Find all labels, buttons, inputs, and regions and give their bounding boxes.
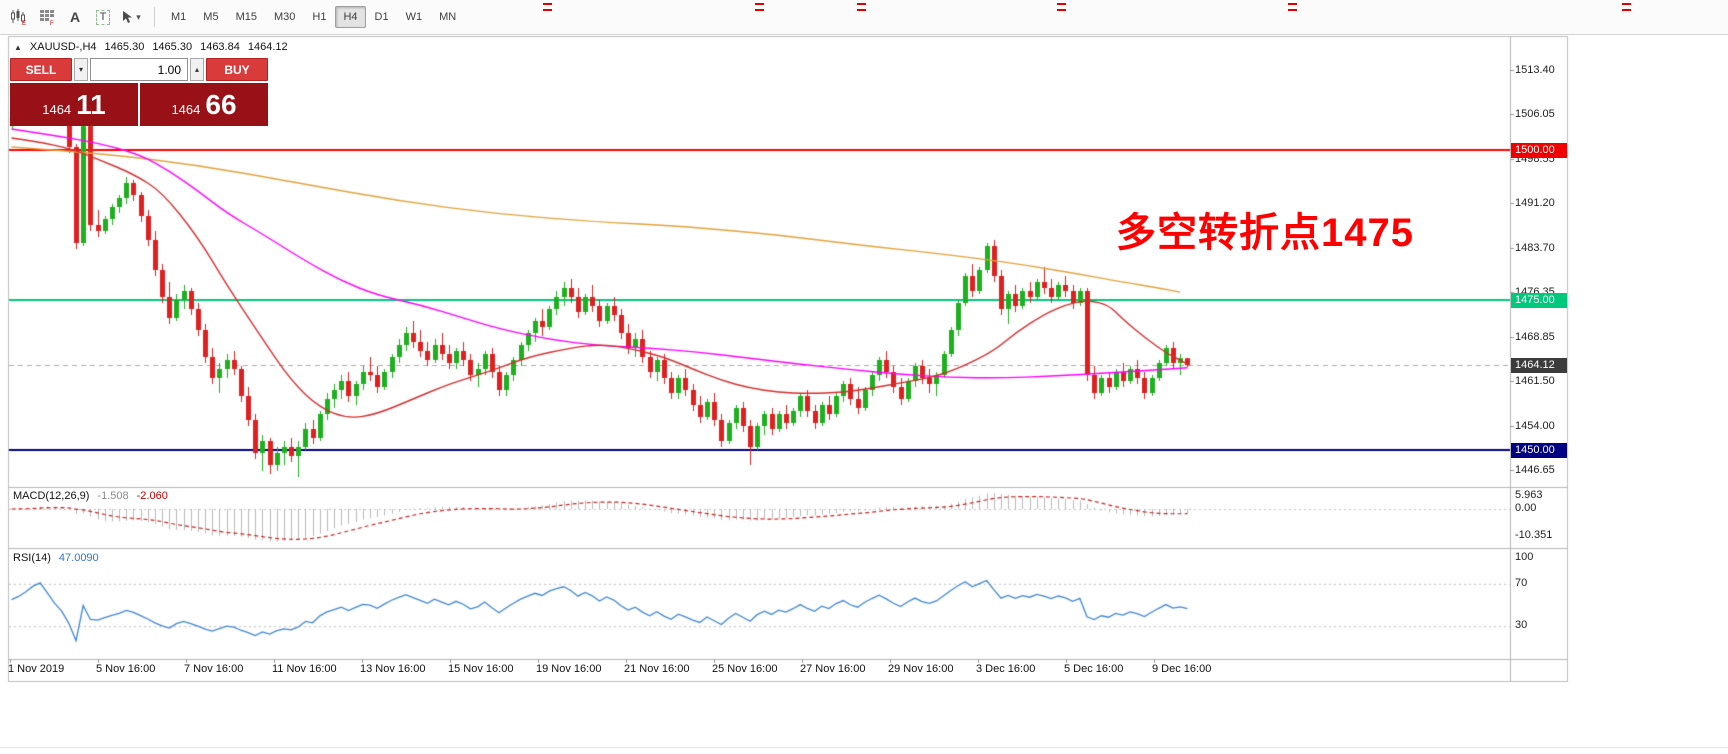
timeframe-button-m15[interactable]: M15 — [235, 11, 257, 23]
price-axis-label: 1483.70 — [1515, 241, 1555, 254]
timeframe-button-w1[interactable]: W1 — [405, 11, 423, 23]
rsi-axis-label: 30 — [1515, 619, 1528, 631]
chart-annotation-text[interactable]: 多空转折点1475 — [1116, 211, 1414, 255]
high-value: 1465.30 — [152, 41, 193, 53]
time-axis-label: 13 Nov 16:00 — [360, 663, 426, 675]
toolbar: E F A T ▾ M1 M5 M15 M30 H1 H4 D1 W1 MN — [0, 0, 1728, 35]
macd-indicator-label: MACD(12,26,9) -1.508 -2.060 — [13, 490, 168, 502]
timeframe-button-h4[interactable]: H4 — [335, 6, 366, 28]
price-axis-label: 1454.00 — [1515, 419, 1555, 432]
timeframe-button-d1[interactable]: D1 — [374, 11, 389, 23]
red-artifact-mark — [1288, 3, 1297, 11]
rsi-axis-label: 70 — [1515, 577, 1528, 589]
time-axis-label: 15 Nov 16:00 — [448, 663, 514, 675]
red-artifact-mark — [755, 3, 764, 11]
rsi-name: RSI(14) — [13, 552, 51, 564]
volume-down-icon: ▾ — [78, 65, 83, 74]
macd-name: MACD(12,26,9) — [13, 490, 90, 502]
timeframe-button-m30[interactable]: M30 — [273, 11, 296, 23]
time-axis-label: 29 Nov 16:00 — [888, 663, 954, 675]
sell-price-display[interactable]: 1464 11 — [10, 83, 138, 126]
price-axis-label: 1506.05 — [1515, 107, 1555, 120]
time-axis-label: 25 Nov 16:00 — [712, 663, 778, 675]
one-click-trading-panel: SELL ▾ ▴ BUY 1464 11 1464 66 — [10, 58, 268, 126]
time-axis-label: 1 Nov 2019 — [8, 663, 65, 675]
symbol-period-label: XAUUSD-,H4 — [29, 41, 97, 53]
template-tool-icon[interactable]: T — [90, 5, 116, 29]
timeframe-button-h1[interactable]: H1 — [312, 11, 327, 23]
price-axis-label: 1461.50 — [1515, 374, 1555, 387]
macd-axis-label: -10.351 — [1515, 529, 1553, 541]
price-axis-label: 1491.20 — [1515, 196, 1555, 209]
time-axis-label: 3 Dec 16:00 — [976, 663, 1036, 675]
candlestick-chart-icon[interactable]: E — [6, 5, 32, 29]
svg-text:E: E — [22, 21, 26, 25]
time-axis-label: 5 Dec 16:00 — [1064, 663, 1124, 675]
time-axis-label: 9 Dec 16:00 — [1152, 663, 1212, 675]
toolbar-separator — [154, 7, 155, 27]
letter-a-glyph: A — [69, 9, 81, 25]
time-axis-label: 27 Nov 16:00 — [800, 663, 866, 675]
buy-button[interactable]: BUY — [206, 58, 268, 81]
rsi-axis-label: 100 — [1515, 551, 1534, 563]
red-artifact-mark — [543, 3, 552, 11]
time-axis-label: 5 Nov 16:00 — [96, 663, 156, 675]
timeframe-button-mn[interactable]: MN — [439, 11, 457, 23]
timeframe-button-m1[interactable]: M1 — [171, 11, 187, 23]
close-value: 1464.12 — [247, 41, 288, 53]
red-artifact-mark — [1622, 3, 1631, 11]
rsi-value: 47.0090 — [58, 552, 99, 564]
buy-price-main: 1464 — [171, 101, 201, 117]
macd-axis-label: 0.00 — [1515, 502, 1537, 514]
dropdown-arrow-icon: ▾ — [136, 11, 141, 22]
volume-up-button[interactable]: ▴ — [190, 58, 204, 81]
price-axis-label: 1446.65 — [1515, 464, 1555, 477]
volume-down-button[interactable]: ▾ — [74, 58, 88, 81]
price-axis-label: 1468.85 — [1515, 330, 1555, 343]
grid-icon[interactable]: F — [34, 5, 60, 29]
cursor-arrow-icon — [123, 11, 133, 23]
buy-price-pips: 66 — [205, 88, 237, 120]
time-axis-label: 21 Nov 16:00 — [624, 663, 690, 675]
price-level-label: 1500.00 — [1511, 142, 1567, 158]
timeframe-button-m5[interactable]: M5 — [203, 11, 219, 23]
time-axis-label: 7 Nov 16:00 — [184, 663, 244, 675]
rsi-indicator-label: RSI(14) 47.0090 — [13, 552, 99, 564]
letter-t-glyph: T — [95, 9, 111, 25]
time-axis-label: 19 Nov 16:00 — [536, 663, 602, 675]
text-tool-icon[interactable]: A — [62, 5, 88, 29]
macd-axis-label: 5.963 — [1515, 489, 1543, 501]
price-level-label: 1475.00 — [1511, 292, 1567, 308]
buy-price-display[interactable]: 1464 66 — [140, 83, 268, 126]
volume-up-icon: ▴ — [194, 65, 199, 74]
macd-main-value: -1.508 — [97, 490, 129, 502]
volume-input[interactable] — [90, 58, 188, 81]
one-click-collapse-icon[interactable]: ▲ — [14, 42, 22, 52]
red-artifact-mark — [1057, 3, 1066, 11]
svg-text:F: F — [50, 21, 54, 25]
timeframe-group: M1 M5 M15 M30 H1 H4 D1 W1 MN — [163, 6, 465, 28]
open-value: 1465.30 — [104, 41, 145, 53]
macd-signal-value: -2.060 — [136, 490, 168, 502]
price-level-label: 1450.00 — [1511, 442, 1567, 458]
time-axis-label: 11 Nov 16:00 — [272, 663, 337, 675]
cursor-tool-icon[interactable]: ▾ — [118, 5, 144, 29]
price-level-label: 1464.12 — [1511, 358, 1567, 374]
sell-price-main: 1464 — [42, 101, 72, 117]
price-axis-label: 1513.40 — [1515, 63, 1555, 76]
low-value: 1463.84 — [200, 41, 240, 53]
chart-ohlc-header: ▲ XAUUSD-,H4 1465.30 1465.30 1463.84 146… — [14, 41, 288, 53]
sell-price-pips: 11 — [76, 88, 106, 120]
sell-button[interactable]: SELL — [10, 58, 72, 81]
red-artifact-mark — [857, 3, 866, 11]
